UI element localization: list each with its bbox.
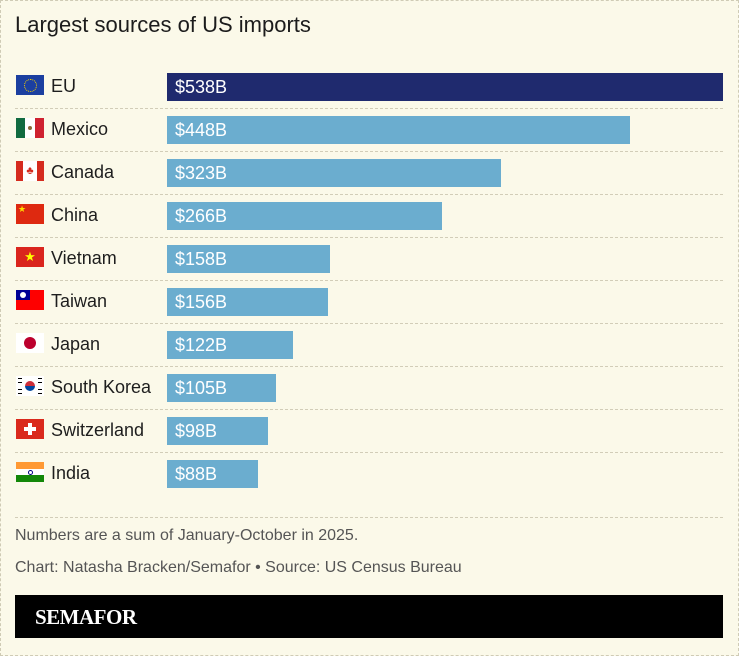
category-label: China <box>51 205 99 225</box>
bar: $88B <box>167 460 258 488</box>
category-label: Japan <box>51 334 101 354</box>
row-divider <box>15 237 723 238</box>
row-divider <box>15 194 723 195</box>
bar-row: Mexico $448B <box>15 108 723 151</box>
china-flag-icon: ★ <box>16 204 44 224</box>
category-label: India <box>51 463 91 483</box>
value-label: $156B <box>175 292 228 312</box>
row-divider <box>15 280 723 281</box>
category-label: Vietnam <box>51 248 117 268</box>
bar: $158B <box>167 245 331 273</box>
chart-title: Largest sources of US imports <box>15 12 311 37</box>
bar: $538B <box>167 73 723 101</box>
bar-row: Switzerland $98B <box>15 409 723 452</box>
bar: $105B <box>167 374 276 402</box>
row-divider <box>15 108 723 109</box>
bar: $156B <box>167 288 329 316</box>
switzerland-flag-icon <box>16 419 44 439</box>
bar-row: ♣ Canada $323B <box>15 151 723 194</box>
bar: $98B <box>167 417 269 445</box>
bar: $266B <box>167 202 442 230</box>
bar: $122B <box>167 331 294 359</box>
value-label: $98B <box>175 421 218 441</box>
category-label: Mexico <box>51 119 109 139</box>
value-label: $538B <box>175 77 228 97</box>
japan-flag-icon <box>16 333 44 353</box>
category-label: Taiwan <box>51 291 108 311</box>
category-label: South Korea <box>51 377 152 397</box>
bar: $448B <box>167 116 630 144</box>
value-label: $266B <box>175 206 228 226</box>
canada-flag-icon: ♣ <box>16 161 44 181</box>
bar-row: Taiwan $156B <box>15 280 723 323</box>
category-label: EU <box>51 76 77 96</box>
value-label: $105B <box>175 378 228 398</box>
value-label: $323B <box>175 163 228 183</box>
row-divider <box>15 366 723 367</box>
category-label: Canada <box>51 162 115 182</box>
credit-line: Chart: Natasha Bracken/Semafor • Source:… <box>15 559 462 576</box>
value-label: $88B <box>175 464 218 484</box>
value-label: $448B <box>175 120 228 140</box>
value-label: $158B <box>175 249 228 269</box>
row-divider <box>15 409 723 410</box>
vietnam-flag-icon: ★ <box>16 247 44 267</box>
bar-row: India $88B <box>15 452 723 495</box>
bar: $323B <box>167 159 501 187</box>
category-label: Switzerland <box>51 420 145 440</box>
brand-banner: SEMAFOR <box>15 595 723 638</box>
footer-divider <box>15 517 723 518</box>
footnote: Numbers are a sum of January-October in … <box>15 527 359 544</box>
bar-row: Japan $122B <box>15 323 723 366</box>
taiwan-flag-icon <box>16 290 44 310</box>
bar-row: South Korea $105B <box>15 366 723 409</box>
row-divider <box>15 452 723 453</box>
bar-row: EU $538B <box>15 65 723 108</box>
eu-flag-icon <box>16 75 44 95</box>
india-flag-icon <box>16 462 44 482</box>
value-label: $122B <box>175 335 228 355</box>
row-divider <box>15 151 723 152</box>
bar-row: ★ Vietnam $158B <box>15 237 723 280</box>
mexico-flag-icon <box>16 118 44 138</box>
row-divider <box>15 323 723 324</box>
south-korea-flag-icon <box>16 376 44 396</box>
semafor-logo: SEMAFOR <box>35 605 137 629</box>
bar-row: ★ China $266B <box>15 194 723 237</box>
